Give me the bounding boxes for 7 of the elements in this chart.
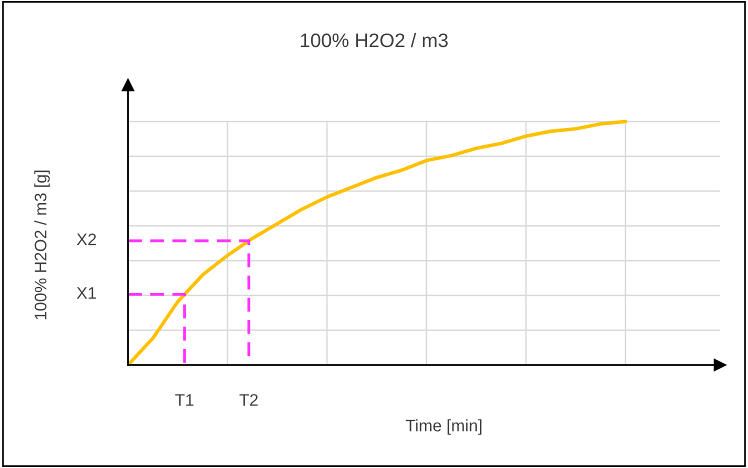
ref-line-label: X2 (76, 234, 96, 246)
x-axis-title: Time [min] (406, 419, 482, 435)
text: T2 (239, 394, 258, 406)
text: T1 (175, 394, 194, 406)
ref-line-label: X1 (76, 287, 96, 299)
y-axis-title: 100% H2O2 / m3 [g] (34, 170, 50, 320)
chart-title: 100% H2O2 / m3 (300, 32, 448, 48)
